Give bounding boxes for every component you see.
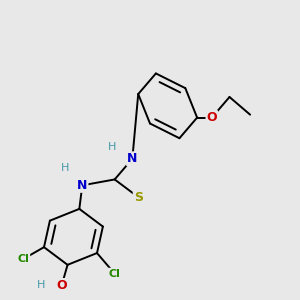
- Text: N: N: [127, 152, 137, 165]
- Text: H: H: [60, 163, 69, 173]
- Text: H: H: [37, 280, 45, 290]
- Text: Cl: Cl: [109, 269, 121, 279]
- Text: S: S: [134, 190, 143, 204]
- Text: O: O: [206, 111, 217, 124]
- Text: Cl: Cl: [17, 254, 29, 264]
- Text: H: H: [107, 142, 116, 152]
- Text: N: N: [77, 179, 88, 192]
- Text: O: O: [56, 279, 67, 292]
